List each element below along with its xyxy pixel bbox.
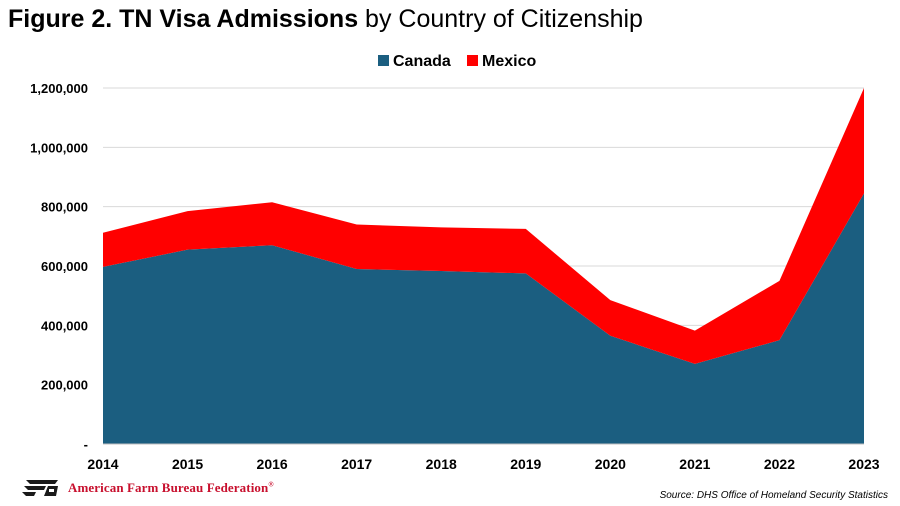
x-tick-label: 2022 (764, 456, 795, 472)
y-tick-label: 200,000 (41, 378, 88, 393)
source-note: Source: DHS Office of Homeland Security … (659, 490, 888, 501)
y-tick-label: 800,000 (41, 200, 88, 215)
x-tick-label: 2023 (848, 456, 879, 472)
legend: Canada Mexico (378, 53, 536, 70)
chart-title-rest: by Country of Citizenship (358, 5, 643, 33)
area-series (103, 88, 864, 444)
x-tick-label: 2019 (510, 456, 541, 472)
x-tick-label: 2015 (172, 456, 203, 472)
fb-logo-icon (22, 480, 58, 496)
x-tick-label: 2020 (595, 456, 626, 472)
y-tick-label: - (84, 437, 88, 452)
x-tick-labels: 2014 2015 2016 2017 2018 2019 2020 2021 2022 2023 (87, 456, 879, 472)
x-tick-label: 2014 (87, 456, 118, 472)
y-tick-label: 600,000 (41, 259, 88, 274)
afbf-logo: American Farm Bureau Federation® (22, 478, 274, 498)
legend-swatch-mexico (467, 55, 478, 66)
area-mexico (103, 88, 864, 364)
legend-label-mexico: Mexico (482, 53, 536, 70)
chart-title-bold: Figure 2. TN Visa Admissions (8, 5, 359, 33)
x-tick-label: 2018 (426, 456, 457, 472)
x-tick-label: 2016 (257, 456, 288, 472)
logo-trademark: ® (268, 480, 274, 489)
y-tick-labels: - 200,000 400,000 600,000 800,000 1,000,000 1,… (30, 81, 88, 452)
logo-text: American Farm Bureau Federation® (68, 480, 274, 496)
legend-label-canada: Canada (393, 53, 451, 70)
x-tick-label: 2021 (679, 456, 710, 472)
legend-swatch-canada (378, 55, 389, 66)
logo-text-main: American Farm Bureau Federation (68, 480, 269, 495)
y-tick-label: 1,200,000 (30, 81, 88, 96)
y-tick-label: 1,000,000 (30, 140, 88, 155)
x-tick-label: 2017 (341, 456, 372, 472)
area-canada (103, 193, 864, 444)
chart-title: Figure 2. TN Visa Admissions by Country … (8, 4, 643, 34)
y-tick-label: 400,000 (41, 318, 88, 333)
